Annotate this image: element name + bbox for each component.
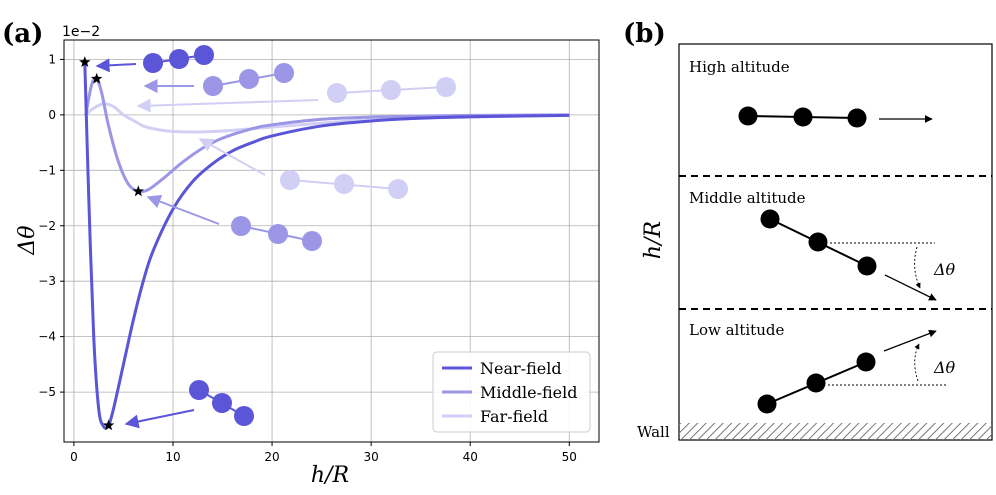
legend: Near-field Middle-field Far-field <box>432 351 591 433</box>
y-tick-label: −1 <box>38 163 56 177</box>
panel-a-label: (a) <box>2 19 43 49</box>
panel-b-frame <box>678 43 993 441</box>
middle-altitude-dumbbell: Δθ <box>760 209 956 301</box>
region-high-label: High altitude <box>689 58 790 76</box>
near-high-dumbbell <box>95 45 214 73</box>
high-altitude-dumbbell <box>738 106 933 128</box>
legend-middle: Middle-field <box>480 383 577 402</box>
y-axis-label: Δθ <box>15 225 40 255</box>
y-offset-text: 1e−2 <box>62 24 100 40</box>
middle-high-dumbbell <box>143 63 294 96</box>
x-tick-label: 30 <box>363 450 378 464</box>
wall-label: Wall <box>637 423 670 441</box>
grid <box>64 40 599 442</box>
low-altitude-dumbbell: Δθ <box>757 329 956 414</box>
y-tick-label: −3 <box>38 274 56 288</box>
far-low-dumbbell <box>198 138 408 199</box>
series-line-middle-field <box>84 76 570 194</box>
region-middle-label: Middle altitude <box>689 189 806 207</box>
far-high-dumbbell <box>136 77 456 113</box>
y-tick-label: −4 <box>38 330 56 344</box>
near-low-dumbbell <box>124 380 254 429</box>
y-tick-label: −5 <box>38 385 56 399</box>
wall-hatch <box>679 423 992 440</box>
x-tick-label: 40 <box>463 450 478 464</box>
series-line-far-field <box>84 102 570 134</box>
legend-far: Far-field <box>480 407 548 426</box>
plot-area-a <box>63 39 600 443</box>
y-tick-label: 1 <box>48 52 56 66</box>
markers <box>79 56 145 431</box>
series-line-near-field <box>83 62 570 430</box>
middle-angle-label: Δθ <box>933 260 956 279</box>
panel-b-label: (b) <box>623 19 666 49</box>
x-tick-label: 20 <box>264 450 279 464</box>
x-tick-label: 10 <box>165 450 180 464</box>
panel-b-ylabel: h/R <box>641 221 666 259</box>
x-axis-label: h/R <box>311 463 349 488</box>
y-tick-label: 0 <box>48 108 56 122</box>
middle-low-dumbbell <box>146 194 322 251</box>
x-tick-label: 50 <box>562 450 577 464</box>
star-marker <box>90 72 103 84</box>
star-marker <box>132 185 145 197</box>
star-marker <box>102 419 115 431</box>
region-low-label: Low altitude <box>689 321 784 339</box>
x-tick-label: 0 <box>70 450 78 464</box>
low-angle-label: Δθ <box>933 358 956 377</box>
legend-near: Near-field <box>480 359 562 378</box>
curves <box>83 62 570 430</box>
axis-ticks: 0 10 20 30 40 50 −5 −4 −3 −2 −1 0 1 <box>38 52 577 464</box>
y-tick-label: −2 <box>38 219 56 233</box>
star-marker <box>79 56 91 68</box>
